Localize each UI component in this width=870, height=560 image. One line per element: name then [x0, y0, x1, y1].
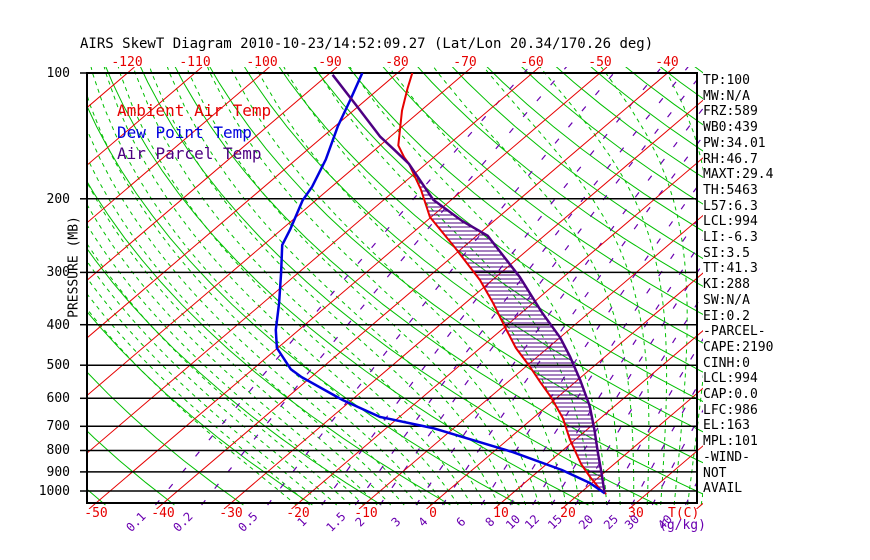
stat-line: L57:6.3 — [703, 198, 758, 214]
stat-line: LI:-6.3 — [703, 230, 758, 245]
bottom-temp-tick: 0 — [429, 506, 437, 521]
chart-title: AIRS SkewT Diagram 2010-10-23/14:52:09.2… — [80, 36, 654, 52]
legend-item: Air Parcel Temp — [117, 144, 262, 163]
pressure-tick: 500 — [46, 358, 70, 373]
top-temp-tick: -100 — [246, 55, 278, 70]
stat-line: -WIND- — [703, 449, 750, 465]
legend-item: Dew Point Temp — [117, 122, 252, 142]
stat-line: SW:N/A — [703, 292, 750, 308]
top-temp-tick: -120 — [111, 55, 143, 70]
stat-line: CAP:0.0 — [703, 387, 758, 402]
stat-line: WB0:439 — [703, 120, 758, 136]
bottom-temp-tick: -20 — [286, 506, 310, 521]
stat-line: RH:46.7 — [703, 151, 758, 167]
pressure-tick: 800 — [46, 443, 70, 458]
bottom-temp-tick: -50 — [84, 506, 108, 521]
stat-line: CINH:0 — [703, 355, 750, 371]
bottom-temp-tick: -10 — [354, 506, 378, 521]
stat-line: CAPE:2190 — [703, 339, 774, 355]
bottom-temp-tick: -40 — [151, 506, 175, 521]
bottom-temp-tick: 10 — [493, 506, 509, 521]
top-temp-tick: -40 — [655, 55, 679, 70]
pressure-tick: 700 — [46, 419, 70, 434]
stat-line: -PARCEL- — [703, 324, 766, 340]
stat-line: SI:3.5 — [703, 245, 750, 261]
stat-line: EI:0.2 — [703, 308, 750, 324]
temp-unit-label: T(C) — [668, 506, 700, 521]
stat-line: AVAIL — [703, 481, 743, 497]
top-temp-tick: -70 — [453, 55, 477, 70]
stat-line: LCL:994 — [703, 371, 758, 387]
pressure-tick: 100 — [46, 66, 70, 81]
stat-line: MPL:101 — [703, 434, 758, 450]
bottom-temp-tick: 30 — [628, 506, 644, 521]
pressure-tick: 1000 — [38, 484, 70, 499]
pressure-axis-title: PRESSURE (MB) — [66, 216, 82, 318]
stat-line: LCL:994 — [703, 214, 758, 230]
pressure-tick: 600 — [46, 391, 70, 406]
stat-line: KI:288 — [703, 277, 750, 293]
top-temp-tick: -50 — [588, 55, 612, 70]
stat-line: TP:100 — [703, 73, 750, 88]
stat-line: MAXT:29.4 — [703, 167, 774, 183]
bottom-temp-tick: 20 — [560, 506, 576, 521]
stat-line: LFC:986 — [703, 402, 758, 418]
bottom-temp-tick: -30 — [219, 506, 243, 521]
stat-line: TH:5463 — [703, 182, 758, 198]
pressure-tick: 200 — [46, 192, 70, 207]
pressure-tick: 900 — [46, 465, 70, 480]
legend-item: Ambient Air Temp — [117, 101, 272, 120]
pressure-tick: 400 — [46, 318, 70, 333]
top-temp-tick: -60 — [520, 55, 544, 70]
top-temp-tick: -110 — [179, 55, 211, 70]
stat-line: NOT — [703, 465, 727, 481]
top-temp-tick: -90 — [318, 55, 342, 70]
pressure-tick: 300 — [46, 265, 70, 280]
stat-line: MW:N/A — [703, 88, 750, 104]
stat-line: TT:41.3 — [703, 261, 758, 277]
top-temp-tick: -80 — [385, 55, 409, 70]
mixing-unit-label: (g/kg) — [659, 518, 706, 533]
stat-line: EL:163 — [703, 418, 750, 434]
stat-line: PW:34.01 — [703, 135, 766, 151]
stat-line: FRZ:589 — [703, 104, 758, 120]
